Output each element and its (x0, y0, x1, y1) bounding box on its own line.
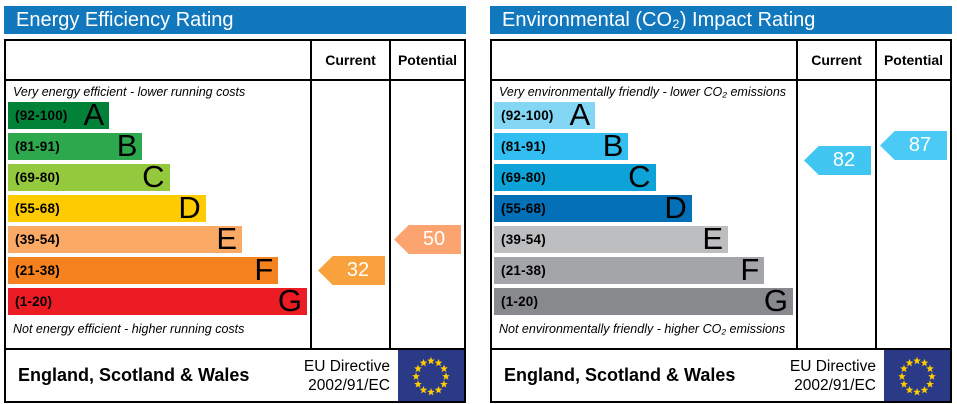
potential-value-column: 87 (875, 81, 950, 348)
band-letter: D (178, 189, 201, 225)
potential-column-header: Potential (389, 41, 464, 81)
band-g-row: (1-20) G (8, 282, 310, 318)
current-rating-value: 32 (346, 259, 370, 281)
band-range-label: (1-20) (15, 294, 53, 309)
band-g: (1-20) G (8, 282, 307, 318)
rating-table: Current Potential Very energy efficient … (4, 39, 466, 403)
bands-area: Very energy efficient - lower running co… (6, 81, 310, 348)
current-value-column: 82 (796, 81, 875, 348)
band-c-row: (69-80) C (494, 158, 796, 194)
band-b: (81-91) B (494, 127, 629, 163)
bands-area: Very environmentally friendly - lower CO… (492, 81, 796, 348)
top-caption: Very energy efficient - lower running co… (13, 85, 246, 99)
band-e-row: (39-54) E (494, 220, 796, 256)
header-blank-cell (6, 41, 310, 81)
band-letter: B (116, 127, 138, 163)
band-range-label: (1-20) (501, 294, 539, 309)
band-range-label: (55-68) (15, 201, 60, 216)
potential-rating-value: 50 (422, 228, 446, 250)
band-letter: G (277, 282, 302, 318)
band-range-label: (81-91) (15, 139, 60, 154)
band-a-row: (92-100) A (494, 96, 796, 132)
band-range-label: (55-68) (501, 201, 546, 216)
band-g-row: (1-20) G (494, 282, 796, 318)
band-range-label: (69-80) (501, 170, 546, 185)
band-letter: C (142, 158, 165, 194)
header-blank-cell (492, 41, 796, 81)
band-letter: F (254, 251, 274, 287)
band-range-label: (39-54) (15, 232, 60, 247)
band-a-row: (92-100) A (8, 96, 310, 132)
eu-directive-label: EU Directive 2002/91/EC (303, 357, 390, 394)
eu-directive-label: EU Directive 2002/91/EC (789, 357, 876, 394)
region-label: England, Scotland & Wales (18, 365, 250, 385)
top-caption: Very environmentally friendly - lower CO… (499, 85, 787, 99)
environmental-impact-panel: Environmental (CO₂) Impact Rating Curren… (490, 6, 952, 403)
current-value-column: 32 (310, 81, 389, 348)
band-e: (39-54) E (8, 220, 243, 256)
band-letter: B (602, 127, 624, 163)
band-f: (21-38) F (8, 251, 279, 287)
bottom-caption: Not environmentally friendly - higher CO… (499, 322, 786, 336)
potential-rating-arrow: 87 (880, 131, 947, 160)
footer-row: England, Scotland & Wales EU Directive 2… (6, 348, 464, 401)
potential-value-column: 50 (389, 81, 464, 348)
band-range-label: (81-91) (501, 139, 546, 154)
band-letter: A (569, 96, 591, 132)
current-column-header: Current (796, 41, 875, 81)
band-letter: G (763, 282, 788, 318)
band-g: (1-20) G (494, 282, 793, 318)
band-letter: A (83, 96, 105, 132)
band-c: (69-80) C (494, 158, 656, 194)
band-f-row: (21-38) F (494, 251, 796, 287)
band-range-label: (92-100) (501, 108, 554, 123)
chart-title: Energy Efficiency Rating (16, 8, 234, 31)
eu-flag-icon (398, 350, 464, 401)
current-rating-arrow: 82 (804, 146, 871, 175)
band-range-label: (39-54) (501, 232, 546, 247)
band-c-row: (69-80) C (8, 158, 310, 194)
band-a: (92-100) A (494, 96, 596, 132)
chart-title-bar: Energy Efficiency Rating (4, 6, 466, 34)
band-letter: F (740, 251, 760, 287)
potential-column-header: Potential (875, 41, 950, 81)
band-e: (39-54) E (494, 220, 729, 256)
bottom-caption: Not energy efficient - higher running co… (13, 322, 245, 336)
band-c: (69-80) C (8, 158, 170, 194)
band-range-label: (69-80) (15, 170, 60, 185)
rating-table: Current Potential Very environmentally f… (490, 39, 952, 403)
band-b: (81-91) B (8, 127, 143, 163)
current-rating-value: 82 (832, 149, 856, 171)
band-a: (92-100) A (8, 96, 110, 132)
energy-efficiency-panel: Energy Efficiency Rating Current Potenti… (4, 6, 466, 403)
band-b-row: (81-91) B (8, 127, 310, 163)
chart-title-bar: Environmental (CO₂) Impact Rating (490, 6, 952, 34)
band-letter: C (628, 158, 651, 194)
potential-rating-arrow: 50 (394, 225, 461, 254)
band-f-row: (21-38) F (8, 251, 310, 287)
band-range-label: (21-38) (501, 263, 546, 278)
band-f: (21-38) F (494, 251, 765, 287)
band-d-row: (55-68) D (494, 189, 796, 225)
band-letter: E (216, 220, 238, 256)
region-label: England, Scotland & Wales (504, 365, 736, 385)
potential-rating-value: 87 (908, 134, 932, 156)
band-d: (55-68) D (494, 189, 692, 225)
chart-title: Environmental (CO₂) Impact Rating (502, 8, 816, 31)
band-range-label: (92-100) (15, 108, 68, 123)
current-rating-arrow: 32 (318, 256, 385, 285)
band-d-row: (55-68) D (8, 189, 310, 225)
band-e-row: (39-54) E (8, 220, 310, 256)
eu-flag-icon (884, 350, 950, 401)
band-b-row: (81-91) B (494, 127, 796, 163)
current-column-header: Current (310, 41, 389, 81)
band-letter: D (664, 189, 687, 225)
band-range-label: (21-38) (15, 263, 60, 278)
band-letter: E (702, 220, 724, 256)
footer-row: England, Scotland & Wales EU Directive 2… (492, 348, 950, 401)
band-d: (55-68) D (8, 189, 206, 225)
